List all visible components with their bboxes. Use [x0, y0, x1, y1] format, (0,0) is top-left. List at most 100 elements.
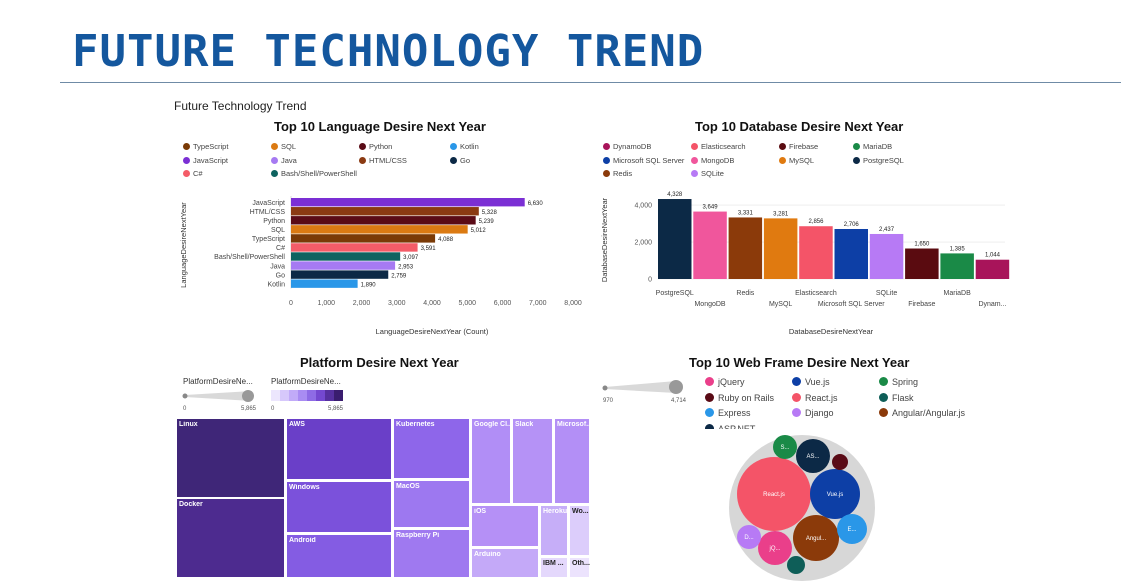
legend-item[interactable]: TypeScript — [183, 142, 228, 151]
treemap-tile[interactable]: Windows — [286, 481, 392, 533]
legend-item[interactable]: MySQL — [779, 156, 814, 165]
legend-swatch-icon — [603, 170, 610, 177]
legend-item[interactable]: SQLite — [691, 169, 724, 178]
database-bar-chart[interactable]: 0 2,000 4,000 4,328 PostgreSQL 3,649 MongoDB 3,… — [595, 188, 1015, 338]
category-label: TypeScript — [252, 236, 285, 243]
treemap-tile-label: Oth... — [572, 560, 590, 567]
bubble-label: Angul... — [806, 536, 827, 542]
bar — [291, 252, 401, 261]
data-label: 4,328 — [667, 192, 683, 198]
legend-swatch-icon — [792, 392, 801, 402]
treemap-tile[interactable]: Wo... — [569, 505, 590, 556]
legend-item[interactable]: jQuery — [705, 377, 745, 387]
legend-swatch-icon — [792, 377, 801, 386]
treemap-tile-label: Google Cl... — [474, 421, 511, 428]
legend-label: HTML/CSS — [369, 155, 407, 165]
legend-item[interactable]: Flask — [879, 392, 914, 403]
legend-item[interactable]: C# — [183, 169, 203, 178]
category-label: Go — [276, 272, 285, 279]
legend-label: Go — [460, 155, 471, 165]
bar — [763, 218, 798, 279]
treemap-tile[interactable]: Microsof... — [554, 418, 590, 504]
legend-item[interactable]: PostgreSQL — [853, 156, 904, 165]
legend-label: C# — [193, 169, 203, 178]
bubble — [737, 525, 761, 549]
webframe-size-legend[interactable]: 970 4,714 — [600, 375, 700, 405]
legend-item[interactable]: Express — [705, 408, 751, 418]
legend-item[interactable]: DynamoDB — [603, 142, 651, 151]
language-legend[interactable]: TypeScript SQL Python Kotlin JavaScript Java H… — [183, 142, 513, 182]
bar — [291, 279, 358, 288]
legend-item[interactable]: Ruby on Rails — [705, 392, 774, 403]
treemap-tile[interactable]: Arduino — [471, 548, 539, 578]
legend-item[interactable]: HTML/CSS — [359, 156, 407, 165]
treemap-tile[interactable]: Linux — [176, 418, 285, 498]
legend-item[interactable]: Vue.js — [792, 377, 830, 387]
treemap-tile-label: Wo... — [572, 508, 589, 515]
treemap-tile[interactable]: Heroku — [540, 505, 568, 556]
webframe-bubble-chart[interactable]: React.js Vue.js AS... Angul... E... S... jQ...… — [704, 431, 904, 581]
legend-item[interactable]: MariaDB — [853, 142, 892, 151]
legend-item[interactable]: ASP.NET — [705, 423, 756, 430]
legend-item[interactable]: Python — [359, 142, 392, 151]
legend-item[interactable]: Angular/Angular.js — [879, 408, 965, 418]
legend-item[interactable]: Redis — [603, 169, 632, 178]
legend-item[interactable]: Firebase — [779, 142, 818, 151]
category-label: MariaDB — [944, 290, 972, 297]
treemap-tile[interactable]: Android — [286, 534, 392, 578]
legend-swatch-icon — [359, 156, 366, 164]
legend-swatch-icon — [603, 143, 610, 150]
treemap-tile[interactable]: MacOS — [393, 480, 470, 528]
platform-treemap[interactable]: Linux Docker AWS Windows Android Kubernetes Ma… — [176, 418, 590, 578]
webframe-legend[interactable]: jQuery Vue.js Spring Ruby on Rails React.js F… — [705, 377, 1005, 429]
data-label: 6,630 — [528, 201, 544, 207]
bar — [291, 270, 389, 279]
legend-item[interactable]: Django — [792, 408, 834, 418]
treemap-tile[interactable]: Raspberry Pi — [393, 529, 470, 578]
platform-legends[interactable]: 0 5,865 0 5,865 — [180, 376, 380, 416]
legend-label: PostgreSQL — [863, 155, 904, 165]
legend-item[interactable]: Go — [450, 156, 470, 165]
legend-item[interactable]: Spring — [879, 377, 918, 387]
x-tick-label: 1,000 — [317, 300, 335, 307]
bar — [728, 217, 763, 279]
bubble — [832, 454, 848, 470]
treemap-tile[interactable]: Docker — [176, 498, 285, 578]
legend-item[interactable]: SQL — [271, 142, 296, 151]
legend-item[interactable]: React.js — [792, 392, 838, 403]
category-label: Redis — [736, 290, 754, 297]
legend-item[interactable]: Bash/Shell/PowerShell — [271, 169, 357, 178]
category-label: Java — [270, 263, 285, 270]
legend-swatch-icon — [879, 377, 888, 386]
bubble — [787, 556, 805, 574]
language-bar-chart[interactable]: JavaScript 6,630 HTML/CSS 5,328 Python 5,239 S… — [170, 188, 590, 338]
legend-item[interactable]: MongoDB — [691, 156, 734, 165]
treemap-tile[interactable]: Kubernetes — [393, 418, 470, 479]
legend-label: ASP.NET — [718, 423, 756, 430]
legend-item[interactable]: Elasticsearch — [691, 142, 746, 151]
treemap-tile[interactable]: AWS — [286, 418, 392, 480]
treemap-tile-label: Docker — [179, 501, 203, 508]
legend-label: Redis — [613, 169, 633, 178]
size-legend-max: 4,714 — [671, 398, 687, 404]
legend-item[interactable]: Microsoft SQL Server — [603, 156, 684, 165]
x-axis-title: LanguageDesireNextYear (Count) — [376, 327, 489, 336]
legend-label: Angular/Angular.js — [892, 408, 966, 418]
treemap-tile-label: Kubernetes — [396, 421, 435, 428]
legend-item[interactable]: Kotlin — [450, 142, 479, 151]
treemap-tile[interactable]: IBM ... — [540, 557, 568, 578]
legend-swatch-icon — [691, 143, 698, 150]
treemap-tile[interactable]: Slack — [512, 418, 553, 504]
data-label: 2,759 — [391, 273, 407, 279]
treemap-tile[interactable]: Google Cl... — [471, 418, 511, 504]
treemap-tile-label: MacOS — [396, 483, 420, 490]
y-axis-title: LanguageDesireNextYear — [179, 202, 188, 288]
treemap-tile[interactable]: Oth... — [569, 557, 590, 578]
database-legend[interactable]: DynamoDB Elasticsearch Firebase MariaDB Micr… — [603, 142, 933, 182]
x-tick-label: 5,000 — [458, 300, 476, 307]
color-legend-step — [316, 390, 325, 401]
legend-item[interactable]: JavaScript — [183, 156, 228, 165]
legend-item[interactable]: Java — [271, 156, 297, 165]
legend-swatch-icon — [183, 156, 190, 164]
treemap-tile[interactable]: iOS — [471, 505, 539, 547]
